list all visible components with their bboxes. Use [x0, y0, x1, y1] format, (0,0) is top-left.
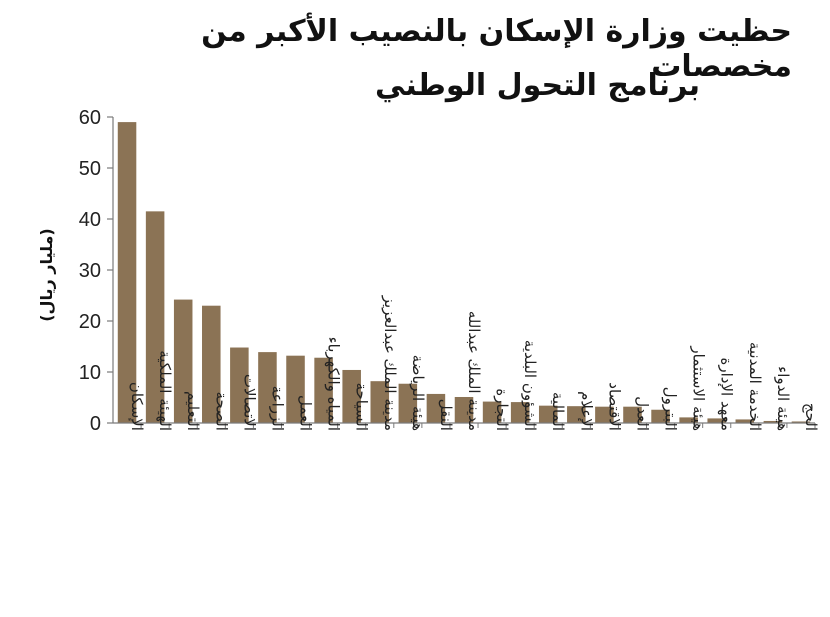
x-category-label: الاقتصاد [605, 382, 623, 431]
x-category-label: مدينة الملك عبدالله [465, 311, 483, 431]
bar [230, 347, 249, 423]
x-category-label: الإسكان [128, 382, 146, 431]
bar [510, 402, 530, 423]
bar [595, 406, 614, 423]
bar [398, 383, 418, 423]
y-tick-label: 0 [90, 413, 101, 435]
bar [145, 211, 165, 423]
bar [482, 401, 502, 423]
bar [763, 420, 783, 423]
y-tick-label: 40 [79, 209, 101, 231]
x-category-label: هيئة الرياضة [409, 355, 427, 431]
bars-group [117, 122, 811, 423]
x-category-label: التجارة [493, 388, 511, 431]
x-category-label: التعليم [184, 391, 202, 431]
y-tick-label: 10 [79, 362, 101, 384]
x-category-label: الصحة [212, 392, 230, 431]
x-category-label: البترول [662, 387, 680, 431]
bar [707, 418, 726, 423]
x-category-label: مدينة الملك عبدالعزيز [381, 295, 399, 431]
y-axis: 0 10 20 30 40 50 60 [79, 107, 114, 435]
bar [791, 421, 811, 423]
x-category-label: العدل [633, 396, 651, 431]
x-category-label: الحج [802, 403, 820, 431]
x-category-label: السياحة [353, 382, 371, 431]
bar [567, 406, 586, 423]
x-category-label: الاتصالات [240, 374, 258, 431]
chart-title-line-2: برنامج التحول الوطني [374, 68, 700, 103]
x-category-label: المياه والكهرباء [325, 337, 343, 431]
x-category-label: المالية [549, 392, 567, 431]
bar [173, 299, 193, 423]
x-category-label: الشؤون البلدية [521, 340, 539, 431]
x-category-label: الزراعة [268, 386, 286, 431]
bar [651, 409, 670, 423]
x-category-label: العمل [297, 395, 315, 431]
bar [538, 405, 558, 423]
y-axis-label: (مليار ريال) [37, 228, 56, 322]
x-category-label: معهد الإدارة [718, 358, 736, 432]
bar [679, 417, 698, 423]
bar [286, 355, 305, 423]
x-category-label: هيئة الدواء [774, 366, 792, 431]
x-category-label: هيئة الاستثمار [690, 345, 708, 431]
x-category-label: الإعلام [577, 391, 595, 431]
x-category-label: النقل [437, 399, 455, 431]
y-tick-label: 50 [79, 158, 101, 180]
x-category-label: الهيئة الملكية [156, 350, 174, 431]
bar [623, 406, 642, 423]
y-tick-label: 60 [79, 107, 101, 129]
bar [342, 369, 361, 423]
chart-title-line-1: حظيت وزارة الإسكان بالنصيب الأكبر من مخص… [201, 14, 792, 84]
bar [314, 357, 333, 423]
y-tick-label: 20 [79, 311, 101, 333]
x-axis: الإسكان الهيئة الملكية التعليم الصحة الاتصال… [113, 295, 820, 431]
bar [735, 419, 755, 423]
bar [370, 381, 390, 423]
bar [426, 393, 446, 423]
bar [454, 396, 474, 423]
x-category-label: الخدمة المدنية [746, 342, 764, 431]
y-tick-label: 30 [79, 260, 101, 282]
bar [258, 352, 277, 423]
bar [202, 305, 221, 423]
bar [117, 122, 137, 423]
